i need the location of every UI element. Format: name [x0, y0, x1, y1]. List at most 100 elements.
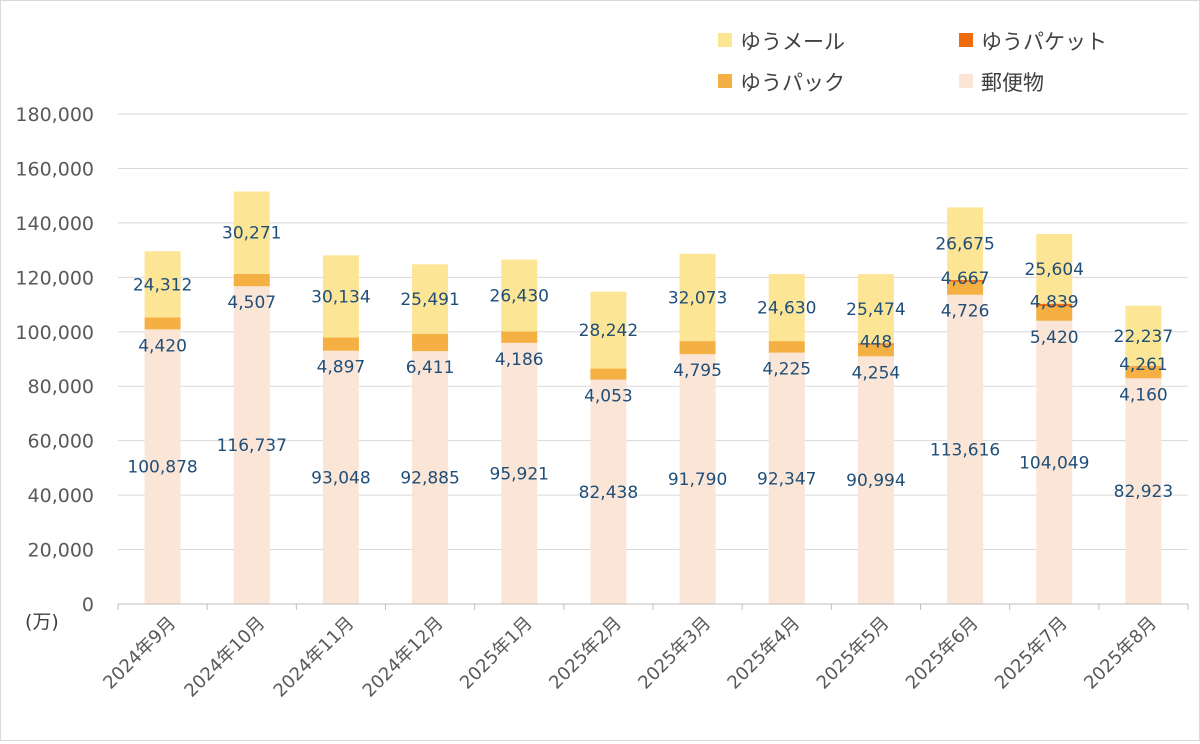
- legend-swatch: [959, 33, 973, 47]
- bar-segment: [233, 286, 270, 604]
- x-tick-label: 2025年3月: [634, 613, 715, 694]
- legend-swatch: [718, 74, 732, 88]
- bar-segment: [590, 368, 627, 380]
- y-tick-label: 20,000: [28, 540, 94, 562]
- data-label: 24,630: [757, 299, 816, 319]
- data-label: 5,420: [1030, 328, 1079, 348]
- data-labels: 100,878 4,420 24,312 116,737 4,507 30,271 93,0…: [127, 224, 1173, 503]
- data-label: 92,347: [757, 469, 816, 489]
- data-label: 26,430: [490, 287, 549, 307]
- bars: [144, 191, 1162, 604]
- data-label: 26,675: [935, 235, 994, 255]
- data-label: 4,186: [495, 350, 544, 370]
- y-tick-label: 0: [82, 594, 94, 616]
- bar-segment: [947, 207, 984, 281]
- data-label: 30,271: [222, 224, 281, 244]
- x-tick-label: 2025年1月: [456, 613, 537, 694]
- bar-segment: [501, 259, 538, 332]
- x-tick-label: 2024年9月: [99, 613, 180, 694]
- data-label: 4,053: [584, 387, 633, 407]
- legend-label: ゆうメール: [740, 30, 845, 54]
- bar-segment: [501, 342, 538, 604]
- bar-segment: [322, 350, 359, 604]
- bar-segment: [590, 291, 627, 369]
- data-label: 4,726: [941, 302, 990, 322]
- data-label: 4,160: [1119, 385, 1168, 405]
- data-label: 25,474: [846, 300, 905, 320]
- bar-segment: [144, 329, 181, 604]
- data-label: 113,616: [930, 440, 1000, 460]
- x-tick-label: 2025年5月: [813, 613, 894, 694]
- data-label: 4,897: [317, 358, 366, 378]
- data-label: 25,604: [1025, 260, 1084, 280]
- y-tick-label: 180,000: [15, 104, 94, 126]
- y-tick-label: 80,000: [28, 376, 94, 398]
- data-label: 25,491: [400, 290, 459, 310]
- data-label: 4,254: [852, 363, 901, 383]
- y-axis: 0 20,000 40,000 60,000 80,000 100,000 120,000 1…: [15, 104, 94, 616]
- bar-segment: [679, 354, 716, 604]
- data-label: 24,312: [133, 275, 192, 295]
- data-label: 104,049: [1019, 453, 1089, 473]
- bar-segment: [233, 191, 270, 274]
- bar-segment: [768, 341, 805, 353]
- bar-segment: [947, 294, 984, 604]
- bar-segment: [1036, 306, 1073, 321]
- data-label: 4,667: [941, 269, 990, 289]
- bar-segment: [857, 343, 894, 345]
- x-tick-label: 2025年4月: [723, 613, 804, 694]
- bar-segment: [1125, 366, 1162, 367]
- x-tick-label: 2025年8月: [1080, 613, 1161, 694]
- legend-label: 郵便物: [981, 71, 1044, 95]
- data-label: 90,994: [846, 471, 905, 491]
- y-tick-label: 120,000: [15, 267, 94, 289]
- bar-segment: [144, 317, 181, 330]
- data-label: 28,242: [579, 321, 638, 341]
- data-label: 91,790: [668, 470, 727, 490]
- data-label: 448: [860, 332, 892, 352]
- bar-segment: [412, 333, 449, 352]
- bar-segment: [144, 251, 181, 318]
- data-label: 92,885: [400, 469, 459, 489]
- y-tick-label: 100,000: [15, 322, 94, 344]
- bar-segment: [501, 331, 538, 343]
- bar-segment: [1036, 320, 1073, 604]
- bar-segment: [322, 255, 359, 338]
- bar-segment: [1125, 378, 1162, 604]
- data-label: 4,420: [138, 336, 187, 356]
- y-tick-label: 140,000: [15, 213, 94, 235]
- x-tick-label: 2025年6月: [902, 613, 983, 694]
- x-tick-label: 2024年12月: [359, 613, 448, 702]
- unit-label: (万): [25, 611, 59, 633]
- data-label: 93,048: [311, 468, 370, 488]
- bar-segment: [1036, 234, 1073, 304]
- bar-segment: [857, 356, 894, 604]
- data-label: 32,073: [668, 288, 727, 308]
- bar-segment: [768, 274, 805, 342]
- bar-segment: [947, 280, 984, 282]
- x-tick-label: 2024年10月: [180, 613, 269, 702]
- y-tick-label: 60,000: [28, 431, 94, 453]
- bar-segment: [1036, 303, 1073, 307]
- legend-label: ゆうパック: [740, 71, 845, 95]
- bar-segment: [590, 379, 627, 604]
- bar-segment: [1125, 366, 1162, 379]
- y-tick-label: 160,000: [15, 158, 94, 180]
- data-label: 116,737: [217, 436, 287, 456]
- data-label: 82,923: [1114, 482, 1173, 502]
- data-label: 22,237: [1114, 327, 1173, 347]
- data-label: 4,225: [762, 360, 811, 380]
- x-tick-label: 2025年2月: [545, 613, 626, 694]
- bar-segment: [768, 352, 805, 604]
- bar-segment: [679, 341, 716, 355]
- legend-label: ゆうパケット: [981, 30, 1107, 54]
- data-label: 95,921: [490, 464, 549, 484]
- bar-segment: [857, 274, 894, 344]
- data-label: 82,438: [579, 483, 638, 503]
- x-axis: 2024年9月 2024年10月 2024年11月 2024年12月 2025年1月 20…: [99, 603, 1189, 702]
- data-label: 4,261: [1119, 355, 1168, 375]
- x-tick-label: 2024年11月: [270, 613, 359, 702]
- data-label: 6,411: [406, 358, 455, 378]
